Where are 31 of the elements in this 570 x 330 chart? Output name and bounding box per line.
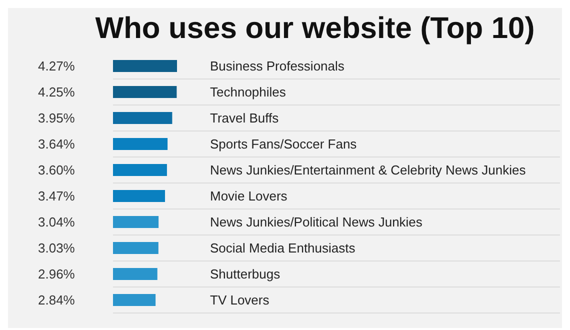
data-label: 3.47% bbox=[38, 188, 76, 204]
data-label: 4.27% bbox=[38, 58, 76, 74]
data-label: 3.95% bbox=[38, 110, 76, 126]
bar bbox=[113, 190, 166, 202]
y-tick-label: Movie Lovers bbox=[210, 188, 288, 204]
y-tick-label: Shutterbugs bbox=[210, 266, 281, 282]
y-tick-label: Social Media Enthusiasts bbox=[210, 240, 356, 256]
bar bbox=[113, 294, 156, 306]
data-label: 2.96% bbox=[38, 266, 76, 282]
y-tick-label: Sports Fans/Soccer Fans bbox=[210, 136, 358, 152]
data-label: 2.84% bbox=[38, 292, 76, 308]
data-label: 3.64% bbox=[38, 136, 76, 152]
bar bbox=[113, 164, 167, 176]
y-tick-label: News Junkies/Entertainment & Celebrity News Junkies bbox=[210, 162, 526, 178]
data-label: 4.25% bbox=[38, 84, 76, 100]
data-label: 3.60% bbox=[38, 162, 76, 178]
bar bbox=[113, 242, 158, 254]
bar bbox=[113, 268, 158, 280]
bar bbox=[113, 138, 168, 150]
bar bbox=[113, 86, 177, 98]
bar bbox=[113, 60, 177, 72]
bar bbox=[113, 112, 172, 124]
bar bbox=[113, 216, 159, 228]
text: Who uses our website (Top 10) bbox=[95, 12, 535, 45]
y-tick-label: News Junkies/Political News Junkies bbox=[210, 214, 423, 230]
y-tick-label: Technophiles bbox=[210, 84, 286, 100]
data-label: 3.03% bbox=[38, 240, 76, 256]
y-tick-label: TV Lovers bbox=[210, 292, 270, 308]
data-label: 3.04% bbox=[38, 214, 76, 230]
y-tick-label: Business Professionals bbox=[210, 58, 345, 74]
y-tick-label: Travel Buffs bbox=[210, 110, 280, 126]
